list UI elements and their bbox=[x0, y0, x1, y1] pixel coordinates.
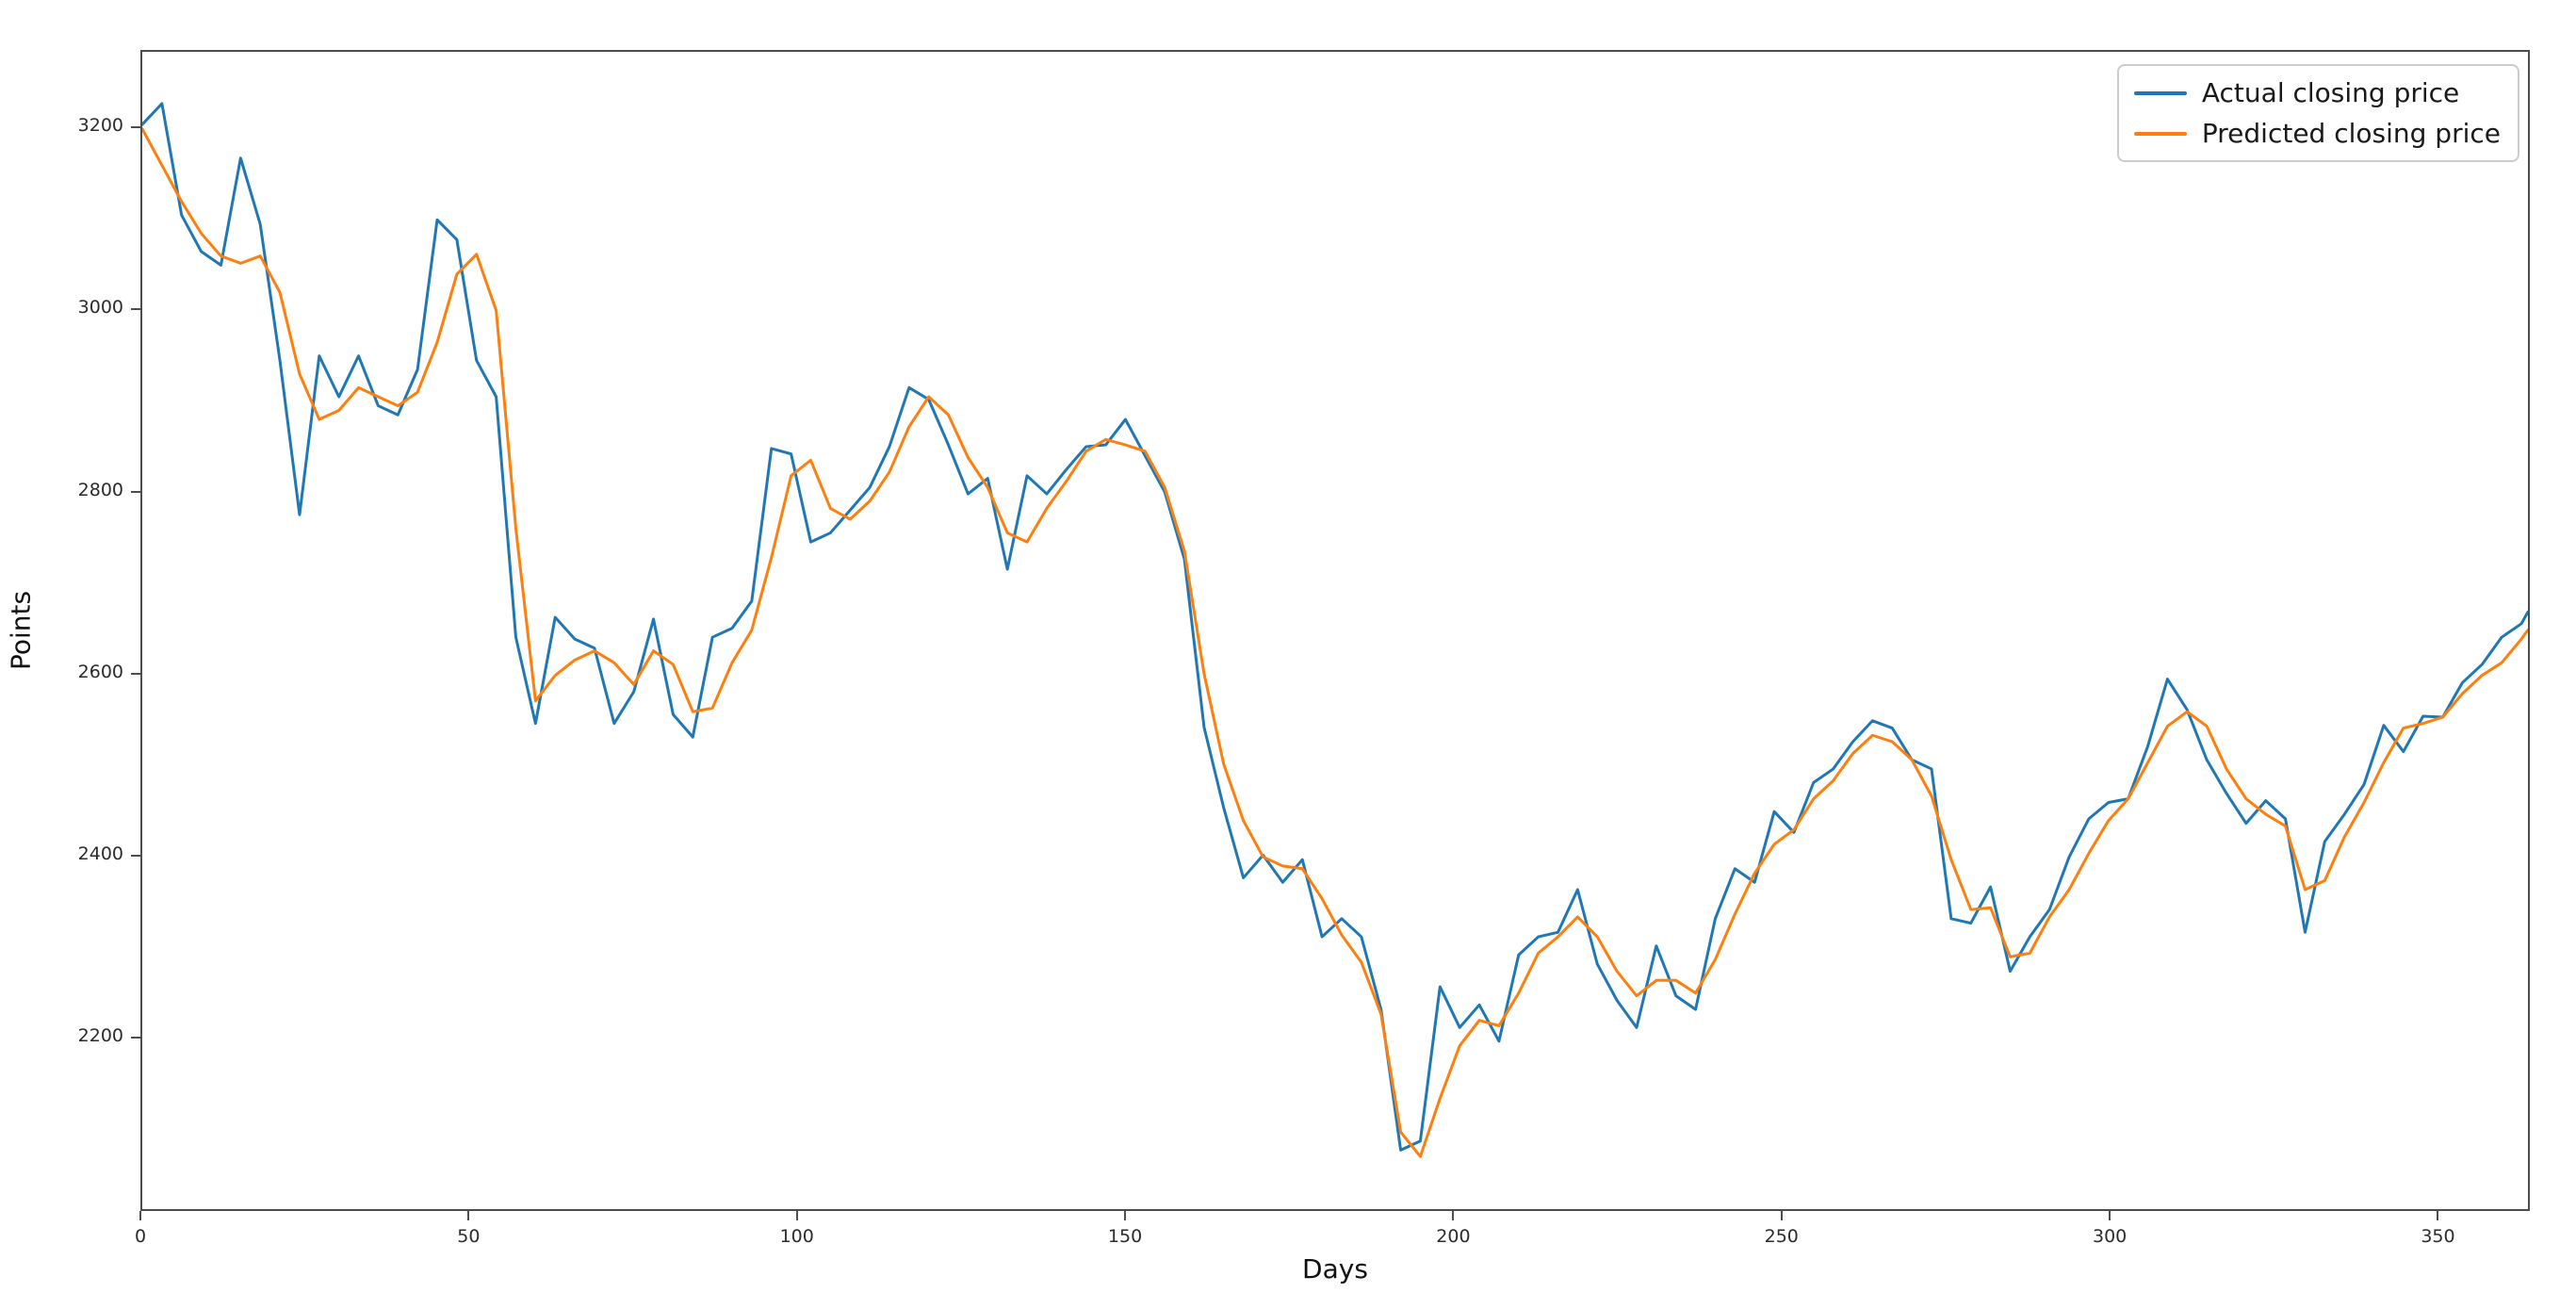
x-tick-label: 250 bbox=[1764, 1226, 1799, 1247]
y-tick-label: 2400 bbox=[77, 843, 123, 865]
legend: Actual closing price Predicted closing pr… bbox=[2116, 64, 2519, 162]
x-tick-mark bbox=[1452, 1211, 1455, 1220]
y-tick-label: 3200 bbox=[77, 115, 123, 137]
plot-area: Actual closing price Predicted closing pr… bbox=[140, 50, 2530, 1211]
legend-line-sample bbox=[2133, 90, 2187, 95]
y-tick-label: 2600 bbox=[77, 661, 123, 682]
x-tick-label: 350 bbox=[2421, 1226, 2455, 1247]
x-tick-mark bbox=[795, 1211, 798, 1220]
legend-label: Actual closing price bbox=[2201, 77, 2460, 108]
x-tick-label: 150 bbox=[1107, 1226, 1143, 1247]
legend-label: Predicted closing price bbox=[2201, 118, 2501, 149]
y-tick-label: 2800 bbox=[77, 479, 123, 500]
predicted-line bbox=[142, 127, 2528, 1158]
y-tick-mark bbox=[131, 855, 140, 858]
x-tick-label: 200 bbox=[1436, 1226, 1471, 1247]
x-tick-mark bbox=[467, 1211, 470, 1220]
x-axis-label: Days bbox=[1302, 1253, 1368, 1284]
y-tick-mark bbox=[131, 126, 140, 129]
y-tick-label: 2200 bbox=[77, 1025, 123, 1047]
y-tick-label: 3000 bbox=[77, 297, 123, 319]
y-tick-mark bbox=[131, 1037, 140, 1039]
y-tick-mark bbox=[131, 490, 140, 493]
x-tick-mark bbox=[139, 1211, 141, 1220]
y-tick-mark bbox=[131, 308, 140, 311]
legend-line-sample bbox=[2133, 131, 2187, 136]
y-axis-label: Points bbox=[5, 590, 37, 671]
x-tick-label: 50 bbox=[457, 1226, 481, 1247]
legend-item-predicted: Predicted closing price bbox=[2133, 118, 2501, 149]
legend-item-actual: Actual closing price bbox=[2133, 77, 2501, 108]
x-tick-mark bbox=[2437, 1211, 2439, 1220]
x-tick-label: 300 bbox=[2092, 1226, 2128, 1247]
x-tick-mark bbox=[1780, 1211, 1783, 1220]
x-tick-mark bbox=[1124, 1211, 1127, 1220]
x-tick-mark bbox=[2109, 1211, 2111, 1220]
x-tick-label: 100 bbox=[779, 1226, 814, 1247]
line-chart bbox=[142, 102, 2528, 1158]
y-tick-mark bbox=[131, 672, 140, 675]
x-tick-label: 0 bbox=[134, 1226, 147, 1247]
actual-line bbox=[142, 102, 2528, 1152]
